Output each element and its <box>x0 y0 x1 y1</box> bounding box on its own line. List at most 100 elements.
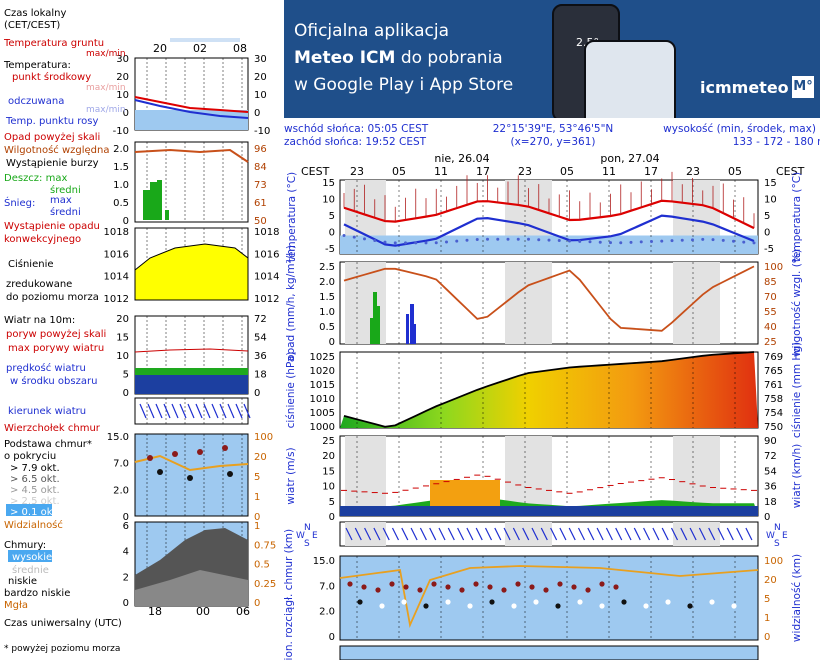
legend-wind-right-tick: 54 <box>254 333 267 344</box>
legend-cover-high: wysokie <box>12 552 52 563</box>
legend-wind-arrow-3 <box>163 403 171 419</box>
wind-dir-arrow-23 <box>559 527 567 541</box>
legend-wind-arrow-13 <box>243 403 251 419</box>
cloud-top-dot-17 <box>585 587 591 593</box>
legend-cover-left-tick: 0 <box>123 598 129 609</box>
wind-right-tick: 0 <box>764 512 770 523</box>
dew-point-26 <box>609 241 612 245</box>
time-tick-02: 02 <box>193 42 207 55</box>
cloud-top-dot-19 <box>613 584 619 590</box>
legend-wind-right-tick: 18 <box>254 370 267 381</box>
temp-series-1 <box>343 214 755 247</box>
cloud-top-dot-0 <box>347 581 353 587</box>
legend-pressure-label-1: zredukowane <box>6 279 72 290</box>
cloud-base-dot-12 <box>621 599 627 605</box>
dew-point-39 <box>742 240 746 244</box>
dew-point-27 <box>619 241 623 245</box>
legend-precip-over: Opad powyżej skali <box>4 132 100 143</box>
hour-tick-8: 23 <box>686 165 700 178</box>
precip-night-2 <box>673 262 720 344</box>
cloud-base-dot-2 <box>401 599 407 605</box>
legend-wind-arrow-0 <box>139 403 147 419</box>
dew-point-32 <box>670 239 674 243</box>
cloud-top-dot-8 <box>459 587 465 593</box>
pressure-right-tick: 769 <box>764 352 783 363</box>
pressure-left-tick: 1000 <box>310 422 335 433</box>
cloud-base-dot-13 <box>643 603 649 609</box>
legend-cover-low <box>135 570 248 606</box>
wind-left-tick: 25 <box>322 436 335 447</box>
temp-left-tick: 10 <box>322 195 335 206</box>
sunset-text: zachód słońca: 19:52 CEST <box>284 136 427 148</box>
pressure-area <box>340 352 758 428</box>
legend-cover-mid-label: średnie <box>12 564 49 576</box>
cloud-right-tick: 100 <box>764 556 783 567</box>
legend-vis: Widzialność <box>4 519 63 531</box>
cloud-base-dot-3 <box>423 603 429 609</box>
wind-dir-arrow-21 <box>540 527 548 541</box>
dew-point-37 <box>721 238 725 242</box>
wind-dir-arrow-1 <box>354 527 362 541</box>
legend-wind-arrow-12 <box>235 403 243 419</box>
legend-temp-mid-range: max/min <box>86 83 126 93</box>
precip-left-tick: 0 <box>329 337 335 348</box>
legend-cloud-dot-3 <box>222 445 228 451</box>
cloud-top-dot-10 <box>487 584 493 590</box>
app-promo-banner[interactable]: Oficjalna aplikacja Meteo ICM do pobrani… <box>284 0 820 118</box>
utc-06: 06 <box>236 605 250 618</box>
wind-left-tick: 15 <box>322 466 335 477</box>
cloud-ylabel-right: widzialność (km) <box>791 554 803 642</box>
legend-temp-title: Temperatura: <box>3 60 71 71</box>
wind-dir-arrow-37 <box>689 527 697 541</box>
cloud-base-dot-1 <box>379 603 385 609</box>
legend-rh: Wilgotność względna <box>4 144 109 156</box>
cloud-base-dot-9 <box>555 603 561 609</box>
legend-ground-range: max/min <box>86 49 126 59</box>
legend-cloud-left-tick: 15.0 <box>107 432 129 443</box>
precip-right-tick: 40 <box>764 322 777 333</box>
hour-tick-3: 17 <box>476 165 490 178</box>
legend-precip-right-tick: 61 <box>254 198 267 209</box>
wind-low-band <box>340 506 758 516</box>
wind-dir-arrow-2 <box>364 527 372 541</box>
legend-cloud-left-tick: 0 <box>123 512 129 523</box>
legend-precip-right-tick: 84 <box>254 162 267 173</box>
legend-temp-mid: punkt środkowy <box>12 71 91 83</box>
legend-cloud-right-tick: 5 <box>254 472 260 483</box>
dew-point-3 <box>373 238 377 242</box>
legend-rh-line <box>134 148 249 163</box>
tz-right: CEST <box>776 165 805 178</box>
legend-temp-left-tick: -10 <box>113 126 129 137</box>
legend-temp-felt-range: max/min <box>86 105 126 115</box>
cloud-base-dot-5 <box>467 603 473 609</box>
cloud-left-tick: 2.0 <box>319 607 335 618</box>
wind-dir-arrow-15 <box>484 527 493 541</box>
legend-dir-label: kierunek wiatru <box>8 406 86 417</box>
dew-point-14 <box>486 237 489 241</box>
dew-point-25 <box>598 240 602 244</box>
legend-rain-bar-1 <box>150 182 160 220</box>
pressure-right-tick: 761 <box>764 380 783 391</box>
dew-point-20 <box>547 238 551 242</box>
dew-point-12 <box>465 238 469 242</box>
dew-point-31 <box>660 239 664 243</box>
legend-cover-low-label: niskie <box>8 576 37 587</box>
dew-point-11 <box>455 239 459 243</box>
wind-dir-arrow-20 <box>531 527 539 541</box>
legend-pressure-right-tick: 1012 <box>254 294 279 305</box>
legend-cloud-right-tick: 20 <box>254 452 267 463</box>
elev-values: 133 - 172 - 180 m <box>733 136 820 148</box>
legend-cover-right-tick: 1 <box>254 521 260 532</box>
legend-cloud-base-2: o pokryciu <box>4 451 56 462</box>
dew-point-19 <box>537 238 541 242</box>
dew-point-22 <box>568 239 571 243</box>
legend-wind-arrow-1 <box>147 403 155 419</box>
dew-point-15 <box>496 237 500 241</box>
compass-e-right: E <box>782 531 788 541</box>
legend-wind-arrow-8 <box>203 403 211 419</box>
wind-dir-arrow-17 <box>503 527 511 541</box>
legend-precip-left-tick: 1.0 <box>113 180 129 191</box>
wind-dir-arrow-28 <box>605 527 613 541</box>
pressure-ylabel-right: ciśnienie (mm Hg) <box>791 342 803 438</box>
